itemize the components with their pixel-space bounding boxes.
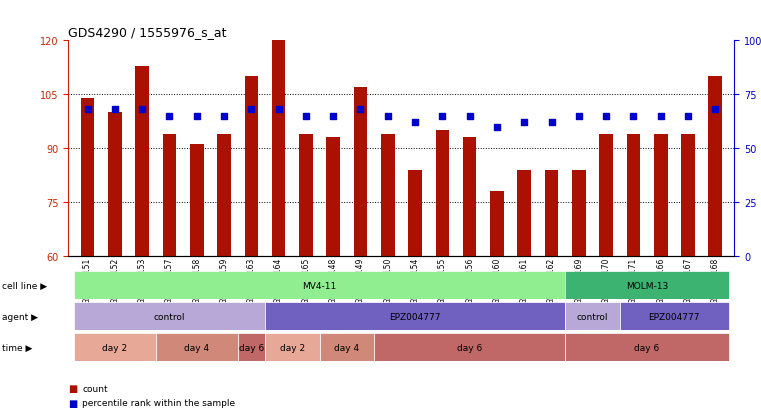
Bar (272, 41, 285, 256)
Bar (237, 333, 265, 361)
Bar (217, 134, 231, 256)
Bar (374, 333, 565, 361)
Text: time ▶: time ▶ (2, 343, 32, 352)
Bar (74, 302, 265, 330)
Text: EPZ004777: EPZ004777 (648, 312, 700, 321)
Point (654, 113, 667, 120)
Point (409, 120, 421, 126)
Bar (299, 134, 313, 256)
Point (682, 113, 694, 120)
Bar (354, 88, 368, 256)
Bar (435, 131, 449, 256)
Text: day 4: day 4 (184, 343, 209, 352)
Text: GDS4290 / 1555976_s_at: GDS4290 / 1555976_s_at (68, 26, 227, 39)
Point (109, 107, 121, 113)
Point (546, 120, 558, 126)
Bar (619, 302, 729, 330)
Point (709, 107, 721, 113)
Bar (74, 333, 156, 361)
Text: day 6: day 6 (635, 343, 660, 352)
Point (300, 113, 312, 120)
Point (573, 113, 585, 120)
Point (272, 107, 285, 113)
Text: cell line ▶: cell line ▶ (2, 281, 46, 290)
Bar (681, 134, 695, 256)
Bar (572, 170, 586, 256)
Text: day 2: day 2 (280, 343, 305, 352)
Bar (265, 333, 320, 361)
Text: control: control (154, 312, 185, 321)
Point (518, 120, 530, 126)
Bar (565, 333, 729, 361)
Bar (381, 134, 395, 256)
Bar (190, 145, 204, 256)
Bar (517, 170, 531, 256)
Point (436, 113, 448, 120)
Point (136, 107, 148, 113)
Bar (320, 333, 374, 361)
Text: EPZ004777: EPZ004777 (390, 312, 441, 321)
Bar (326, 138, 340, 256)
Point (327, 113, 339, 120)
Bar (463, 138, 476, 256)
Bar (265, 302, 565, 330)
Point (463, 113, 476, 120)
Text: day 6: day 6 (457, 343, 482, 352)
Bar (156, 333, 237, 361)
Text: day 2: day 2 (102, 343, 127, 352)
Bar (565, 271, 729, 299)
Point (164, 113, 176, 120)
Bar (490, 192, 504, 256)
Text: control: control (577, 312, 608, 321)
Bar (163, 134, 177, 256)
Bar (81, 99, 94, 256)
Text: agent ▶: agent ▶ (2, 312, 37, 321)
Point (81, 107, 94, 113)
Point (491, 124, 503, 131)
Point (627, 113, 639, 120)
Text: count: count (82, 384, 108, 393)
Bar (565, 302, 619, 330)
Bar (135, 66, 149, 256)
Text: MOLM-13: MOLM-13 (626, 281, 668, 290)
Bar (74, 271, 565, 299)
Text: ■: ■ (68, 398, 78, 408)
Bar (408, 170, 422, 256)
Bar (599, 134, 613, 256)
Point (191, 113, 203, 120)
Point (382, 113, 394, 120)
Bar (708, 77, 722, 256)
Point (600, 113, 612, 120)
Text: day 4: day 4 (334, 343, 359, 352)
Bar (108, 113, 122, 256)
Point (245, 107, 257, 113)
Text: percentile rank within the sample: percentile rank within the sample (82, 398, 235, 407)
Bar (626, 134, 640, 256)
Text: ■: ■ (68, 383, 78, 393)
Point (355, 107, 367, 113)
Text: MV4-11: MV4-11 (302, 281, 336, 290)
Bar (545, 170, 559, 256)
Bar (654, 134, 667, 256)
Point (218, 113, 230, 120)
Bar (244, 77, 258, 256)
Text: day 6: day 6 (239, 343, 264, 352)
